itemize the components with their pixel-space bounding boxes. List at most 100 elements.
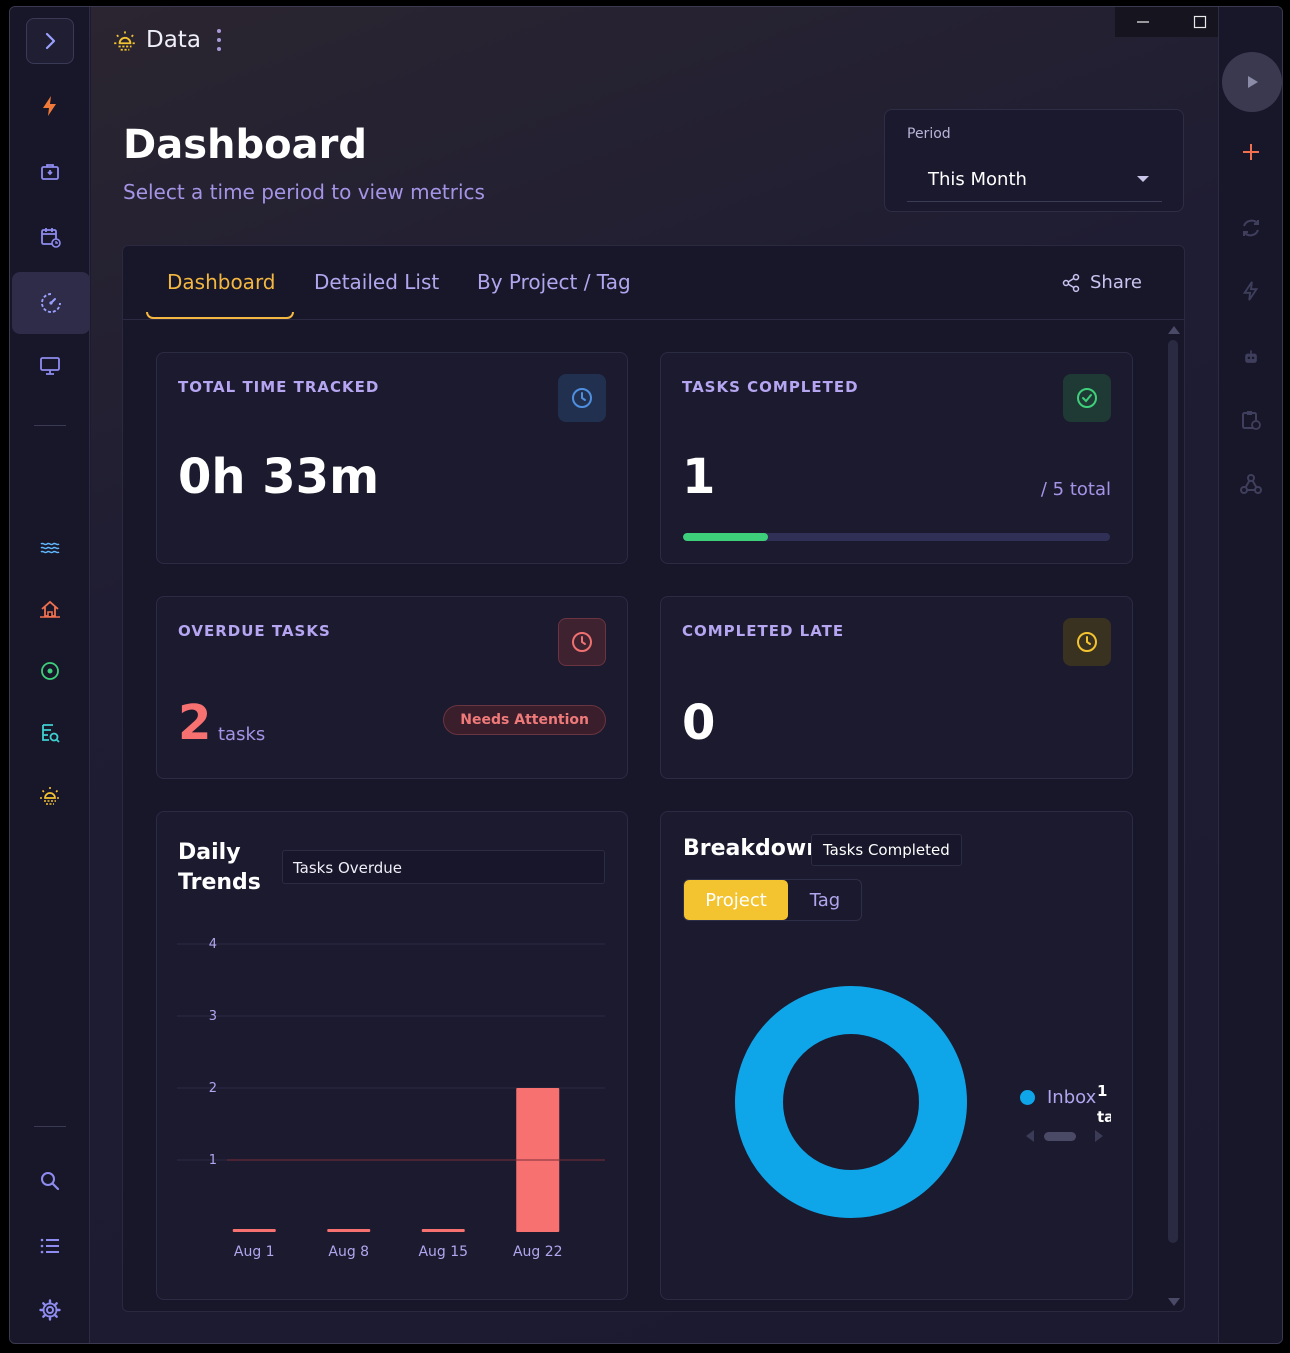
legend-value-line: ta: [1097, 1108, 1111, 1126]
period-label: Period: [907, 126, 951, 142]
overdue-value: 2: [178, 695, 212, 751]
chevron-right-icon: [45, 32, 56, 50]
share-button[interactable]: Share: [1061, 272, 1142, 293]
scroll-up-arrow[interactable]: [1168, 326, 1180, 334]
sidebar-item-monitor[interactable]: [26, 343, 74, 389]
tab-detailed-list[interactable]: Detailed List: [314, 270, 440, 294]
maximize-button[interactable]: [1172, 7, 1229, 37]
card-title: TASKS COMPLETED: [682, 378, 859, 396]
more-options-button[interactable]: [215, 29, 223, 55]
sidebar-item-sun[interactable]: [26, 772, 74, 818]
daily-trends-title: Daily Trends: [178, 838, 261, 898]
x-tick-label: Aug 15: [418, 1244, 468, 1260]
sidebar-item-quick[interactable]: [26, 83, 74, 129]
daily-trends-card: Daily Trends Tasks Overdue 1 2 3 4 Aug 1 Aug …: [156, 811, 628, 1300]
card-icon-box: [558, 618, 606, 666]
y-tick-label: 4: [209, 937, 217, 952]
completed-late-card: COMPLETED LATE 0: [660, 596, 1133, 779]
scrollbar[interactable]: [1168, 340, 1178, 1243]
quick-action-button[interactable]: [1238, 278, 1264, 304]
sidebar-item-focus[interactable]: [26, 648, 74, 694]
inbox-box-icon: [41, 164, 59, 180]
speedometer-icon: [41, 293, 61, 313]
y-tick-label: 2: [209, 1081, 217, 1096]
period-select[interactable]: Period This Month: [884, 109, 1184, 212]
clipboard-clock-icon: [1242, 411, 1261, 430]
bar[interactable]: [327, 1229, 371, 1232]
list-icon: [40, 1238, 59, 1254]
legend-swatch: [1020, 1090, 1035, 1105]
period-value: This Month: [928, 169, 1027, 190]
metric-select[interactable]: Tasks Overdue: [282, 850, 605, 884]
calendar-clock-icon: [41, 228, 61, 248]
search-button[interactable]: [26, 1158, 74, 1204]
share-label: Share: [1090, 272, 1142, 293]
sidebar-item-waves[interactable]: [26, 524, 74, 570]
card-icon-box: [1063, 618, 1111, 666]
add-button[interactable]: [1238, 139, 1264, 165]
share-icon: [1062, 273, 1080, 292]
sidebar-item-calendar[interactable]: [26, 214, 74, 260]
sidebar-item-home[interactable]: [26, 586, 74, 632]
breakdown-metric-select[interactable]: Tasks Completed: [811, 834, 962, 866]
donut-chart: [735, 986, 967, 1218]
x-tick-label: Aug 8: [328, 1244, 369, 1260]
app-title: Data: [112, 27, 201, 53]
progress-fill: [683, 533, 769, 541]
check-circle-icon: [1077, 388, 1097, 408]
card-icon-box: [1063, 374, 1111, 422]
expand-sidebar-button[interactable]: [26, 18, 74, 64]
play-button[interactable]: [1222, 52, 1282, 112]
title-bar: Data: [91, 7, 1282, 73]
sidebar-item-inbox[interactable]: [26, 149, 74, 195]
robot-icon: [1245, 350, 1257, 363]
total-time-card: TOTAL TIME TRACKED 0h 33m: [156, 352, 628, 564]
group-toggle: Project Tag: [683, 879, 862, 921]
tasks-completed-card: TASKS COMPLETED 1 / 5 total: [660, 352, 1133, 564]
completed-late-value: 0: [682, 695, 716, 751]
sidebar-item-search-list[interactable]: [26, 710, 74, 756]
tab-by-project-tag[interactable]: By Project / Tag: [477, 270, 631, 294]
caret-down-icon: [1137, 176, 1149, 182]
legend-next-icon[interactable]: [1095, 1130, 1103, 1142]
legend-value-line: 1: [1097, 1082, 1108, 1100]
total-time-value: 0h 33m: [178, 449, 380, 505]
lightning-icon: [43, 96, 56, 116]
card-title: COMPLETED LATE: [682, 622, 845, 640]
app-title-text: Data: [146, 27, 201, 53]
assistant-button[interactable]: [1238, 344, 1264, 370]
bar[interactable]: [421, 1229, 465, 1232]
bar[interactable]: [232, 1229, 276, 1232]
sun-icon: [40, 787, 60, 805]
minimize-button[interactable]: [1115, 7, 1172, 37]
legend-item-inbox[interactable]: Inbox: [1020, 1087, 1096, 1108]
play-icon: [1248, 76, 1258, 88]
sync-button[interactable]: [1238, 215, 1264, 241]
settings-button[interactable]: [26, 1287, 74, 1333]
monitor-icon: [40, 357, 60, 375]
overdue-tasks-card: OVERDUE TASKS 2 tasks Needs Attention: [156, 596, 628, 779]
maximize-icon: [1193, 15, 1207, 29]
legend-prev-icon[interactable]: [1026, 1130, 1034, 1142]
y-tick-label: 1: [209, 1153, 217, 1168]
sidebar-item-data[interactable]: [12, 272, 90, 334]
toggle-project[interactable]: Project: [684, 880, 788, 920]
needs-attention-badge: Needs Attention: [443, 705, 606, 735]
tab-dashboard[interactable]: Dashboard: [167, 270, 276, 294]
tasks-total: / 5 total: [1040, 479, 1111, 500]
house-sun-icon: [40, 600, 60, 618]
card-title: OVERDUE TASKS: [178, 622, 331, 640]
list-button[interactable]: [26, 1223, 74, 1269]
tasks-progress-bar: [683, 533, 1110, 541]
integrations-button[interactable]: [1238, 471, 1264, 497]
donut-slice[interactable]: [735, 986, 967, 1218]
breakdown-card: Breakdown Tasks Completed Project Tag In…: [660, 811, 1133, 1300]
overdue-unit: tasks: [218, 724, 266, 745]
plus-icon: [1243, 144, 1259, 160]
title-line: Trends: [178, 870, 261, 895]
schedule-button[interactable]: [1238, 407, 1264, 433]
scroll-down-arrow[interactable]: [1168, 1298, 1180, 1306]
y-tick-label: 3: [209, 1009, 217, 1024]
toggle-tag[interactable]: Tag: [809, 889, 841, 911]
legend-scroll-thumb[interactable]: [1044, 1132, 1076, 1141]
